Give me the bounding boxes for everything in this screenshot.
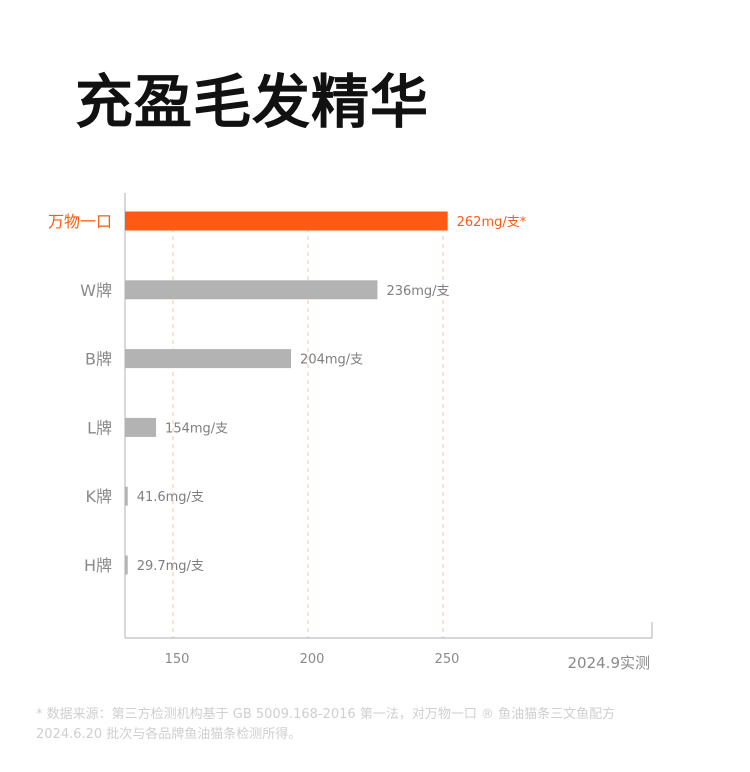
bars: 万物一口 262mg/支* W牌 236mg/支 B牌 204mg/支 L牌 154mg/支 K… (48, 211, 527, 575)
category-label-4: K牌 (86, 487, 113, 506)
footnote-line-1: * 数据来源：第三方检测机构基于 GB 5009.168-2016 第一法，对万… (36, 707, 616, 722)
value-label-2: 204mg/支 (300, 353, 363, 368)
bar-0 (125, 211, 448, 231)
footnote: * 数据来源：第三方检测机构基于 GB 5009.168-2016 第一法，对万… (36, 705, 726, 745)
chart-axes (124, 193, 653, 639)
bar-chart: 万物一口 262mg/支* W牌 236mg/支 B牌 204mg/支 L牌 154mg/支 K… (48, 193, 653, 672)
page-title: 充盈毛发精华 (75, 68, 430, 136)
x-tick-label-150: 150 (165, 652, 190, 667)
category-label-3: L牌 (87, 418, 112, 437)
bar-3 (125, 417, 157, 437)
value-label-3: 154mg/支 (165, 421, 228, 436)
value-label-5: 29.7mg/支 (137, 559, 204, 574)
x-tick-label-200: 200 (300, 652, 325, 667)
value-label-4: 41.6mg/支 (137, 490, 204, 505)
x-tick-labels: 150 200 250 (165, 652, 460, 667)
category-label-5: H牌 (84, 556, 112, 575)
value-label-1: 236mg/支 (386, 284, 449, 299)
category-label-2: B牌 (85, 350, 112, 369)
x-tick-label-250: 250 (435, 652, 460, 667)
bar-4 (125, 486, 128, 506)
category-label-0: 万物一口 (48, 212, 112, 231)
measurement-date-label: 2024.9实测 (568, 654, 651, 672)
value-label-0: 262mg/支* (457, 215, 527, 230)
footnote-line-2: 2024.6.20 批次与各品牌鱼油猫条检测所得。 (36, 727, 302, 742)
bar-1 (125, 280, 378, 300)
bar-5 (125, 555, 128, 575)
bar-2 (125, 349, 292, 369)
category-label-1: W牌 (80, 281, 112, 300)
